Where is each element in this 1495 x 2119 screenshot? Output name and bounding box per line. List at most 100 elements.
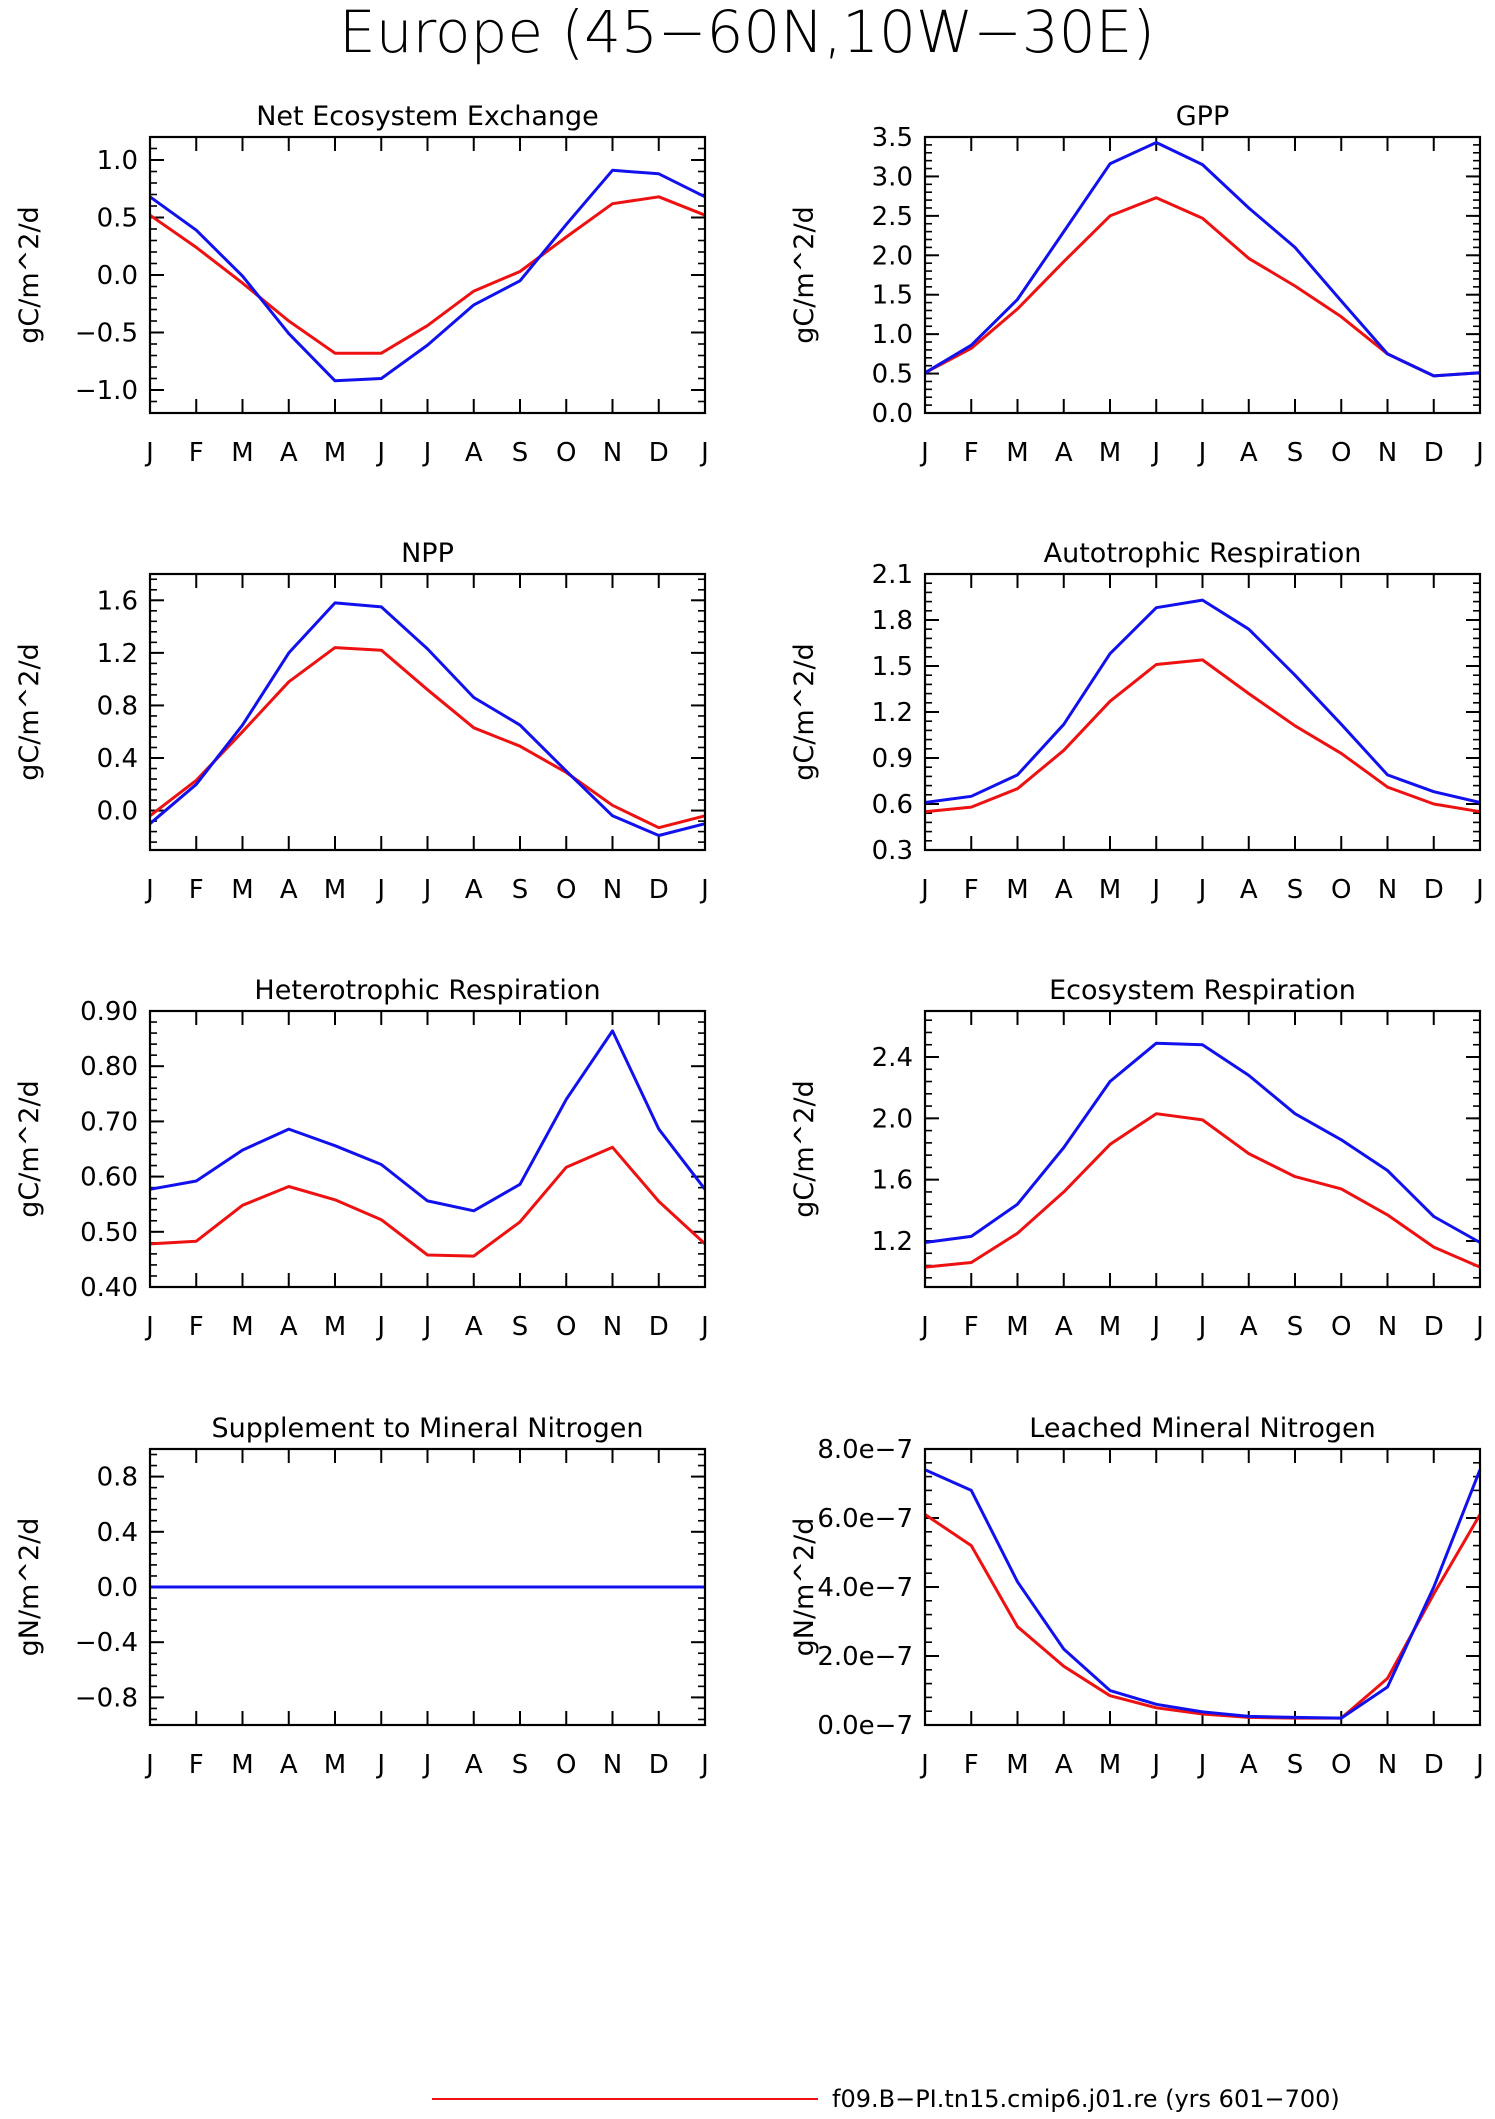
x-tick-label: J [1474,438,1484,468]
x-tick-label: J [375,1312,385,1342]
y-tick-label: 0.5 [97,204,138,234]
x-tick-label: S [1287,1312,1304,1342]
y-tick-label: 0.0e−7 [817,1711,913,1741]
x-tick-label: J [422,1750,432,1780]
x-tick-label: F [964,438,979,468]
y-tick-label: 0.0 [97,1573,138,1603]
x-tick-label: A [465,1312,483,1342]
y-axis-label: gN/m^2/d [14,1518,45,1657]
x-tick-label: A [280,875,298,905]
x-tick-label: O [556,438,576,468]
y-tick-label: 0.90 [80,997,138,1027]
series-line-blue [924,1468,1482,1720]
x-tick-label: O [1331,1312,1351,1342]
y-tick-label: 1.8 [872,606,913,636]
x-tick-label: D [1424,1750,1444,1780]
series-line-red [149,1145,707,1258]
x-tick-label: S [512,1750,529,1780]
x-tick-label: J [375,1750,385,1780]
panel-title: Ecosystem Respiration [1049,975,1356,1006]
plot-frame [923,1009,1482,1289]
y-tick-label: 0.0 [872,399,913,429]
series-line-blue [149,601,706,837]
y-tick-label: 1.2 [872,1227,913,1257]
x-tick-label: J [919,1312,929,1342]
panel-title: GPP [1176,101,1230,132]
x-tick-label: M [1006,1750,1028,1780]
x-tick-label: M [1006,875,1028,905]
x-tick-label: O [1331,875,1351,905]
plot-frame [148,1009,707,1289]
y-tick-label: −0.8 [75,1683,138,1713]
x-tick-label: A [1055,1750,1073,1780]
y-tick-label: 0.60 [80,1163,138,1193]
plot-frame [148,572,707,852]
x-tick-label: S [512,1312,529,1342]
x-tick-label: M [324,1750,346,1780]
x-tick-label: J [699,1312,709,1342]
x-tick-label: J [1150,1312,1160,1342]
x-tick-label: M [231,875,253,905]
series-line-red [149,195,706,355]
y-tick-label: 8.0e−7 [817,1435,913,1465]
x-tick-label: F [189,875,204,905]
panel-heterotrophic-respiration: Heterotrophic Respiration gC/m^2/d 0.40 0.5… [14,975,709,1342]
x-tick-label: F [189,438,204,468]
x-tick-label: A [1055,875,1073,905]
y-tick-label: 6.0e−7 [817,1504,913,1534]
series-line-red [924,658,1481,814]
y-tick-label: 1.6 [872,1166,913,1196]
x-tick-label: A [1055,438,1073,468]
x-tick-label: J [422,438,432,468]
y-tick-label: 0.4 [97,744,138,774]
y-tick-label: −0.4 [75,1628,138,1658]
x-tick-label: S [512,438,529,468]
y-tick-label: 1.0 [97,146,138,176]
x-tick-label: J [1197,875,1207,905]
series-line-blue [924,1041,1481,1244]
x-tick-label: J [699,1750,709,1780]
x-tick-label: M [1099,1312,1121,1342]
x-tick-label: A [280,1750,298,1780]
x-tick-label: A [1240,438,1258,468]
panel-title: Autotrophic Respiration [1044,538,1362,569]
y-tick-label: 0.40 [80,1273,138,1303]
y-axis-label: gC/m^2/d [14,643,45,780]
series-line-blue [149,1029,707,1213]
y-tick-label: 3.5 [872,123,913,153]
x-tick-label: F [189,1312,204,1342]
y-tick-label: 0.80 [80,1052,138,1082]
y-tick-label: 0.0 [97,261,138,291]
y-tick-label: 0.8 [97,691,138,721]
panel-net-ecosystem-exchange: Net Ecosystem Exchange gC/m^2/d −1.0 −0.5 0.… [14,101,709,468]
plot-frame [923,1447,1482,1727]
panel-leached-mineral-nitrogen: Leached Mineral Nitrogen gN/m^2/d 0.0e−7 2.… [789,1413,1484,1780]
x-tick-label: F [964,1750,979,1780]
plot-frame [148,1447,707,1727]
x-tick-label: D [649,875,669,905]
x-tick-label: M [1099,875,1121,905]
y-tick-label: 0.4 [97,1518,138,1548]
y-tick-label: 4.0e−7 [817,1573,913,1603]
x-tick-label: A [280,1312,298,1342]
y-tick-label: 2.1 [872,560,913,590]
x-tick-label: N [603,438,622,468]
x-tick-label: J [422,1312,432,1342]
series-line-red [924,196,1481,378]
figure-title: Europe (45−60N,10W−30E) [339,0,1155,66]
x-tick-label: A [465,875,483,905]
x-tick-label: A [465,1750,483,1780]
x-tick-label: J [375,875,385,905]
x-tick-label: D [1424,1312,1444,1342]
panel-title: Supplement to Mineral Nitrogen [212,1413,644,1444]
y-tick-label: 2.0e−7 [817,1642,913,1672]
y-tick-label: 0.8 [97,1463,138,1493]
x-tick-label: J [1474,1750,1484,1780]
x-tick-label: J [1474,875,1484,905]
x-tick-label: J [375,438,385,468]
x-tick-label: N [1378,1750,1397,1780]
y-tick-label: 0.50 [80,1218,138,1248]
y-tick-label: 2.5 [872,202,913,232]
